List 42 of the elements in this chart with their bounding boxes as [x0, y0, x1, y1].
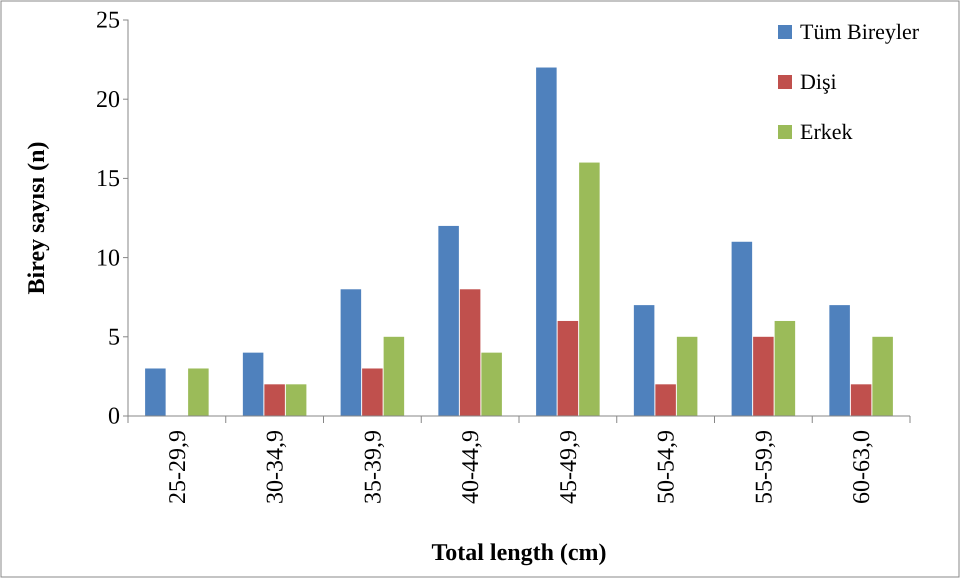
bar	[829, 305, 850, 416]
bar	[384, 336, 404, 416]
bar	[340, 289, 362, 416]
bar	[872, 336, 893, 416]
bar	[242, 352, 264, 416]
x-tick-label: 30-34,9	[262, 430, 289, 504]
bar	[850, 384, 872, 416]
bar	[634, 305, 654, 416]
y-axis-title: Birey sayısı (n)	[24, 142, 50, 294]
y-tick-label: 25	[96, 8, 120, 34]
x-tick-label: 45-49,9	[556, 430, 582, 504]
y-tick-label: 20	[96, 86, 120, 113]
bar	[536, 68, 557, 416]
bar	[655, 384, 676, 416]
legend-label: Erkek	[800, 119, 853, 144]
bar	[774, 320, 796, 416]
y-tick-label: 0	[108, 404, 120, 430]
bar	[188, 368, 209, 416]
bar	[460, 289, 480, 416]
y-tick-label: 10	[96, 245, 120, 272]
bar	[558, 320, 578, 416]
bar	[676, 336, 698, 416]
x-tick-label: 50-54,9	[654, 430, 680, 504]
y-tick-label: 5	[108, 324, 120, 350]
bar	[732, 242, 752, 416]
x-tick-label: 25-29,9	[164, 430, 191, 504]
bar	[264, 384, 285, 416]
y-tick-label: 15	[96, 166, 120, 192]
legend-label: Dişi	[800, 69, 837, 94]
x-tick-label: 40-44,9	[458, 430, 484, 504]
bar	[579, 162, 600, 416]
bar	[362, 368, 383, 416]
bar	[438, 226, 459, 416]
bar	[481, 352, 502, 416]
legend-label: Tüm Bireyler	[800, 19, 920, 44]
x-tick-label: 60-63,0	[849, 430, 876, 504]
bar	[286, 384, 306, 416]
x-tick-label: 35-39,9	[360, 430, 386, 504]
x-tick-label: 55-59,9	[751, 430, 778, 504]
bar	[145, 368, 166, 416]
x-axis-title: Total length (cm)	[431, 540, 607, 566]
bar	[753, 336, 774, 416]
